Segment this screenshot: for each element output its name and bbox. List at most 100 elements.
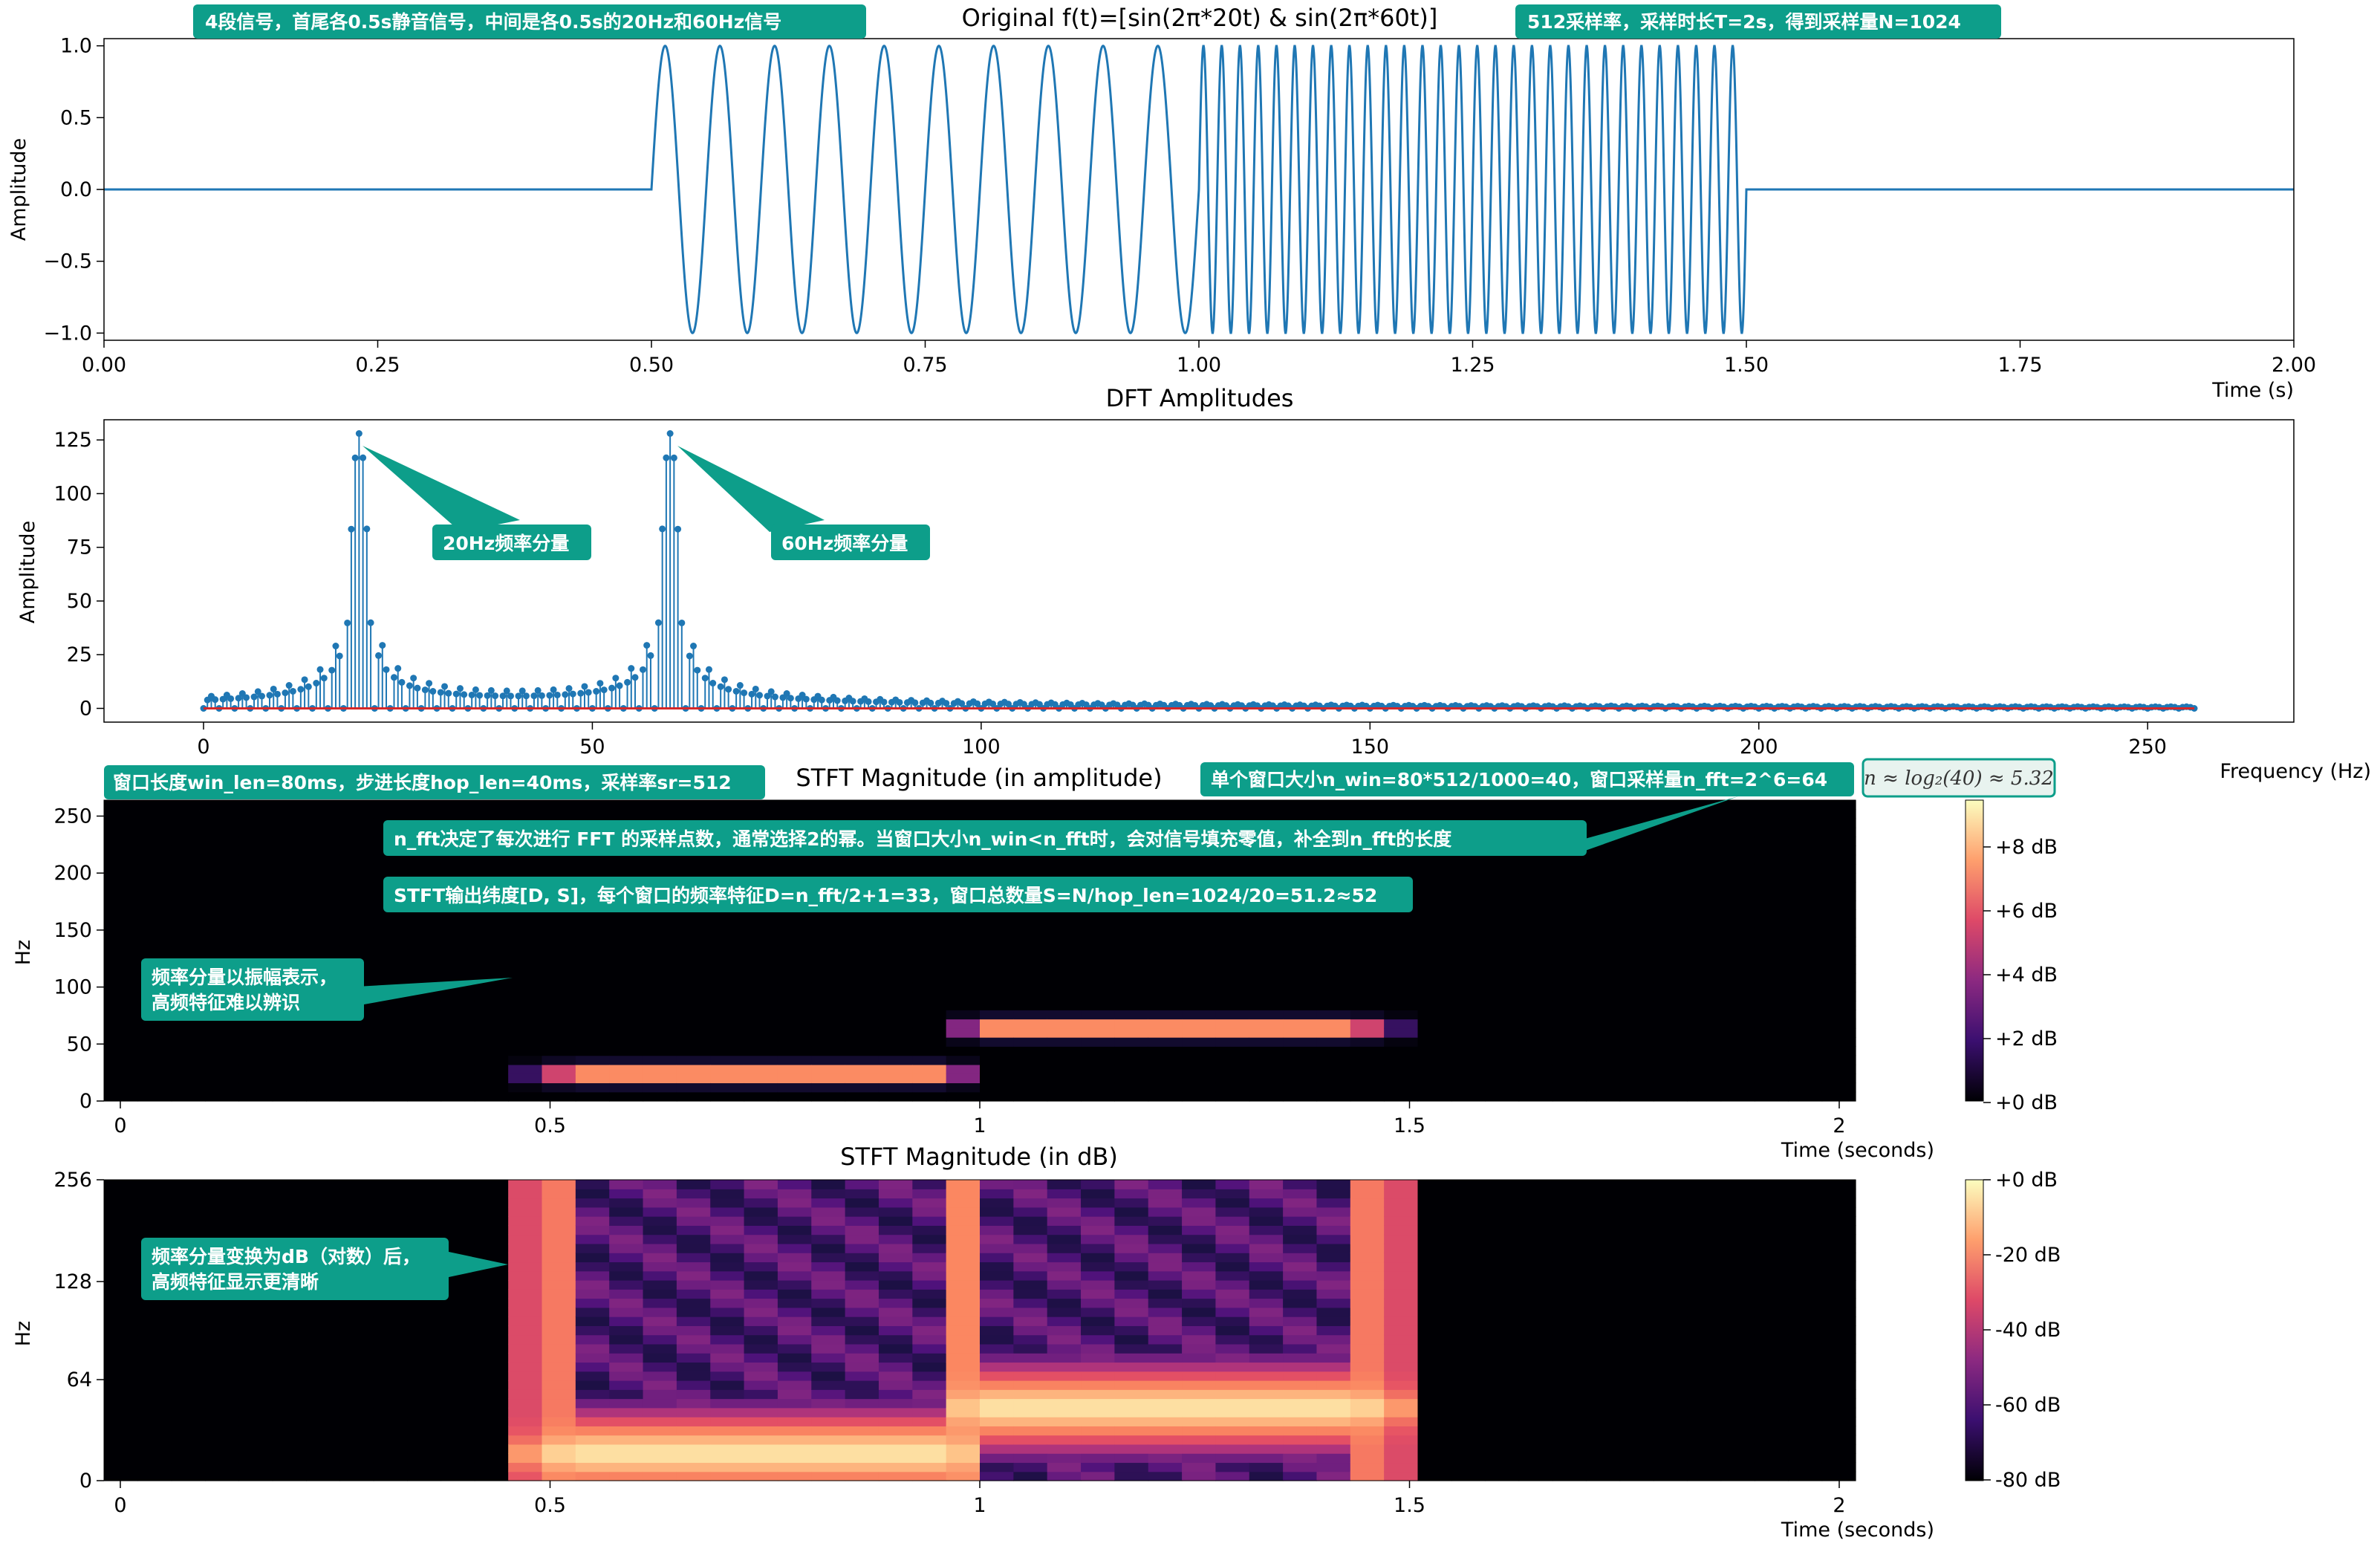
stft-amp-cell [508, 982, 543, 993]
stft-amp-cell [710, 1055, 745, 1065]
stft-amp-cell [137, 827, 172, 837]
stft-db-cell [542, 1298, 576, 1308]
stft-amp-cell [1687, 1019, 1722, 1029]
stft-db-cell [1047, 1389, 1082, 1400]
stft-amp-cell [1485, 1091, 1520, 1102]
stft-db-cell [306, 1180, 341, 1189]
stft-db-cell [777, 1362, 812, 1372]
stft-db-cell [1687, 1207, 1722, 1217]
stft-amp-cell [1249, 863, 1284, 874]
stft-db-cell [980, 1261, 1014, 1272]
stft-amp-cell [1720, 946, 1755, 956]
stft-amp-cell [508, 991, 543, 1001]
dft-xtick-label: 100 [962, 735, 1001, 759]
stft-db-cell [643, 1289, 677, 1299]
stft-db-cell [811, 1362, 846, 1372]
stft-db-cell [1518, 1471, 1553, 1481]
stft-amp-cell [104, 1055, 138, 1065]
stft-db-cell [845, 1417, 880, 1426]
stft-db-cell [1013, 1234, 1048, 1244]
stft-amp-cell [946, 991, 981, 1001]
stft-amp-cell [137, 845, 172, 856]
stft-amp-cell [878, 1046, 913, 1056]
stft-db-cell [1687, 1289, 1722, 1299]
stft-amp-cell [508, 1046, 543, 1056]
stft-amp-cell [1754, 946, 1789, 956]
stft-amp-cell [980, 964, 1014, 974]
stft-db-cell [1417, 1253, 1452, 1263]
stft-db-cell [1215, 1343, 1250, 1354]
stft-db-cell [1081, 1253, 1115, 1263]
stft-amp-cell [1215, 955, 1250, 965]
dft-stem-marker [690, 643, 698, 650]
stft-amp-cell [845, 1082, 880, 1093]
stft-db-cell [1081, 1426, 1115, 1436]
stft-db-cell [1417, 1316, 1452, 1326]
stft-db-cell [676, 1444, 711, 1454]
stft-db-cell [171, 1189, 206, 1199]
stft-db-cell [845, 1453, 880, 1464]
stft-db-cell [980, 1444, 1014, 1454]
stft-amp-cell [1518, 946, 1553, 956]
stft-db-cell [676, 1453, 711, 1464]
dft-stem-marker [390, 674, 397, 681]
dft-stem-marker [612, 675, 620, 682]
stft-amp-cell [137, 909, 172, 920]
stft-db-cell [1518, 1216, 1553, 1226]
stft-db-cell [777, 1180, 812, 1189]
stft-amp-cell [710, 863, 745, 874]
stft-db-cell [912, 1325, 947, 1336]
stft-db-cell [1653, 1216, 1688, 1226]
stft-amp-cell [407, 1055, 442, 1065]
stft-db-cell [878, 1462, 913, 1472]
stft-db-cell [474, 1243, 509, 1253]
stft-db-cell [744, 1289, 778, 1299]
stft-db-ytick-label: 0 [79, 1470, 92, 1493]
stft-db-cell [1081, 1343, 1115, 1354]
stft-amp-cell [676, 1074, 711, 1084]
stft-amp-cell [710, 946, 745, 956]
stft-db-cell [1821, 1371, 1856, 1381]
stft-db-cell [1552, 1389, 1587, 1400]
stft-db-cell [238, 1216, 273, 1226]
stft-amp-cell [912, 863, 947, 874]
stft-db-cell [1586, 1261, 1621, 1272]
stft-amp-cell [811, 955, 846, 965]
stft-db-cell [1350, 1253, 1385, 1263]
stft-db-cell [1821, 1253, 1856, 1263]
stft-db-cell [171, 1435, 206, 1445]
stft-db-cell [777, 1417, 812, 1426]
stft-db-cell [575, 1253, 610, 1263]
stft-amp-cell [1417, 1037, 1452, 1047]
stft-db-cell [1316, 1253, 1351, 1263]
stft-amp-cell [1788, 863, 1823, 874]
stft-db-cell [980, 1225, 1014, 1235]
stft-db-cell [339, 1471, 374, 1481]
signal-ytick-label: 0.0 [60, 178, 92, 201]
stft-amp-cell [1182, 863, 1217, 874]
stft-db-cell [1485, 1298, 1520, 1308]
stft-db-ylabel: Hz [12, 1321, 35, 1346]
stft-db-cell [1182, 1198, 1217, 1208]
stft-amp-cell [643, 982, 677, 993]
stft-amp-cell [1821, 827, 1856, 837]
stft-db-cell [1687, 1398, 1722, 1409]
stft-db-cell [1619, 1298, 1654, 1308]
stft-amp-cell [1821, 973, 1856, 984]
stft-db-cell [1451, 1243, 1486, 1253]
stft-db-cell [1013, 1426, 1048, 1436]
stft-db-cell [912, 1243, 947, 1253]
stft-db-cell [508, 1189, 543, 1199]
stft-db-cell [1114, 1253, 1149, 1263]
stft-db-cell [878, 1353, 913, 1363]
stft-db-cell [710, 1280, 745, 1290]
stft-db-cell [1384, 1280, 1419, 1290]
dft-stem-marker [301, 676, 308, 683]
stft-amp-cell [643, 800, 677, 810]
stft-amp-cell [1586, 800, 1621, 810]
stft-db-cell [912, 1353, 947, 1363]
stft-amp-cell [1215, 1055, 1250, 1065]
stft-db-cell [1586, 1343, 1621, 1354]
stft-amp-cell [440, 1037, 475, 1047]
stft-db-cell [339, 1189, 374, 1199]
